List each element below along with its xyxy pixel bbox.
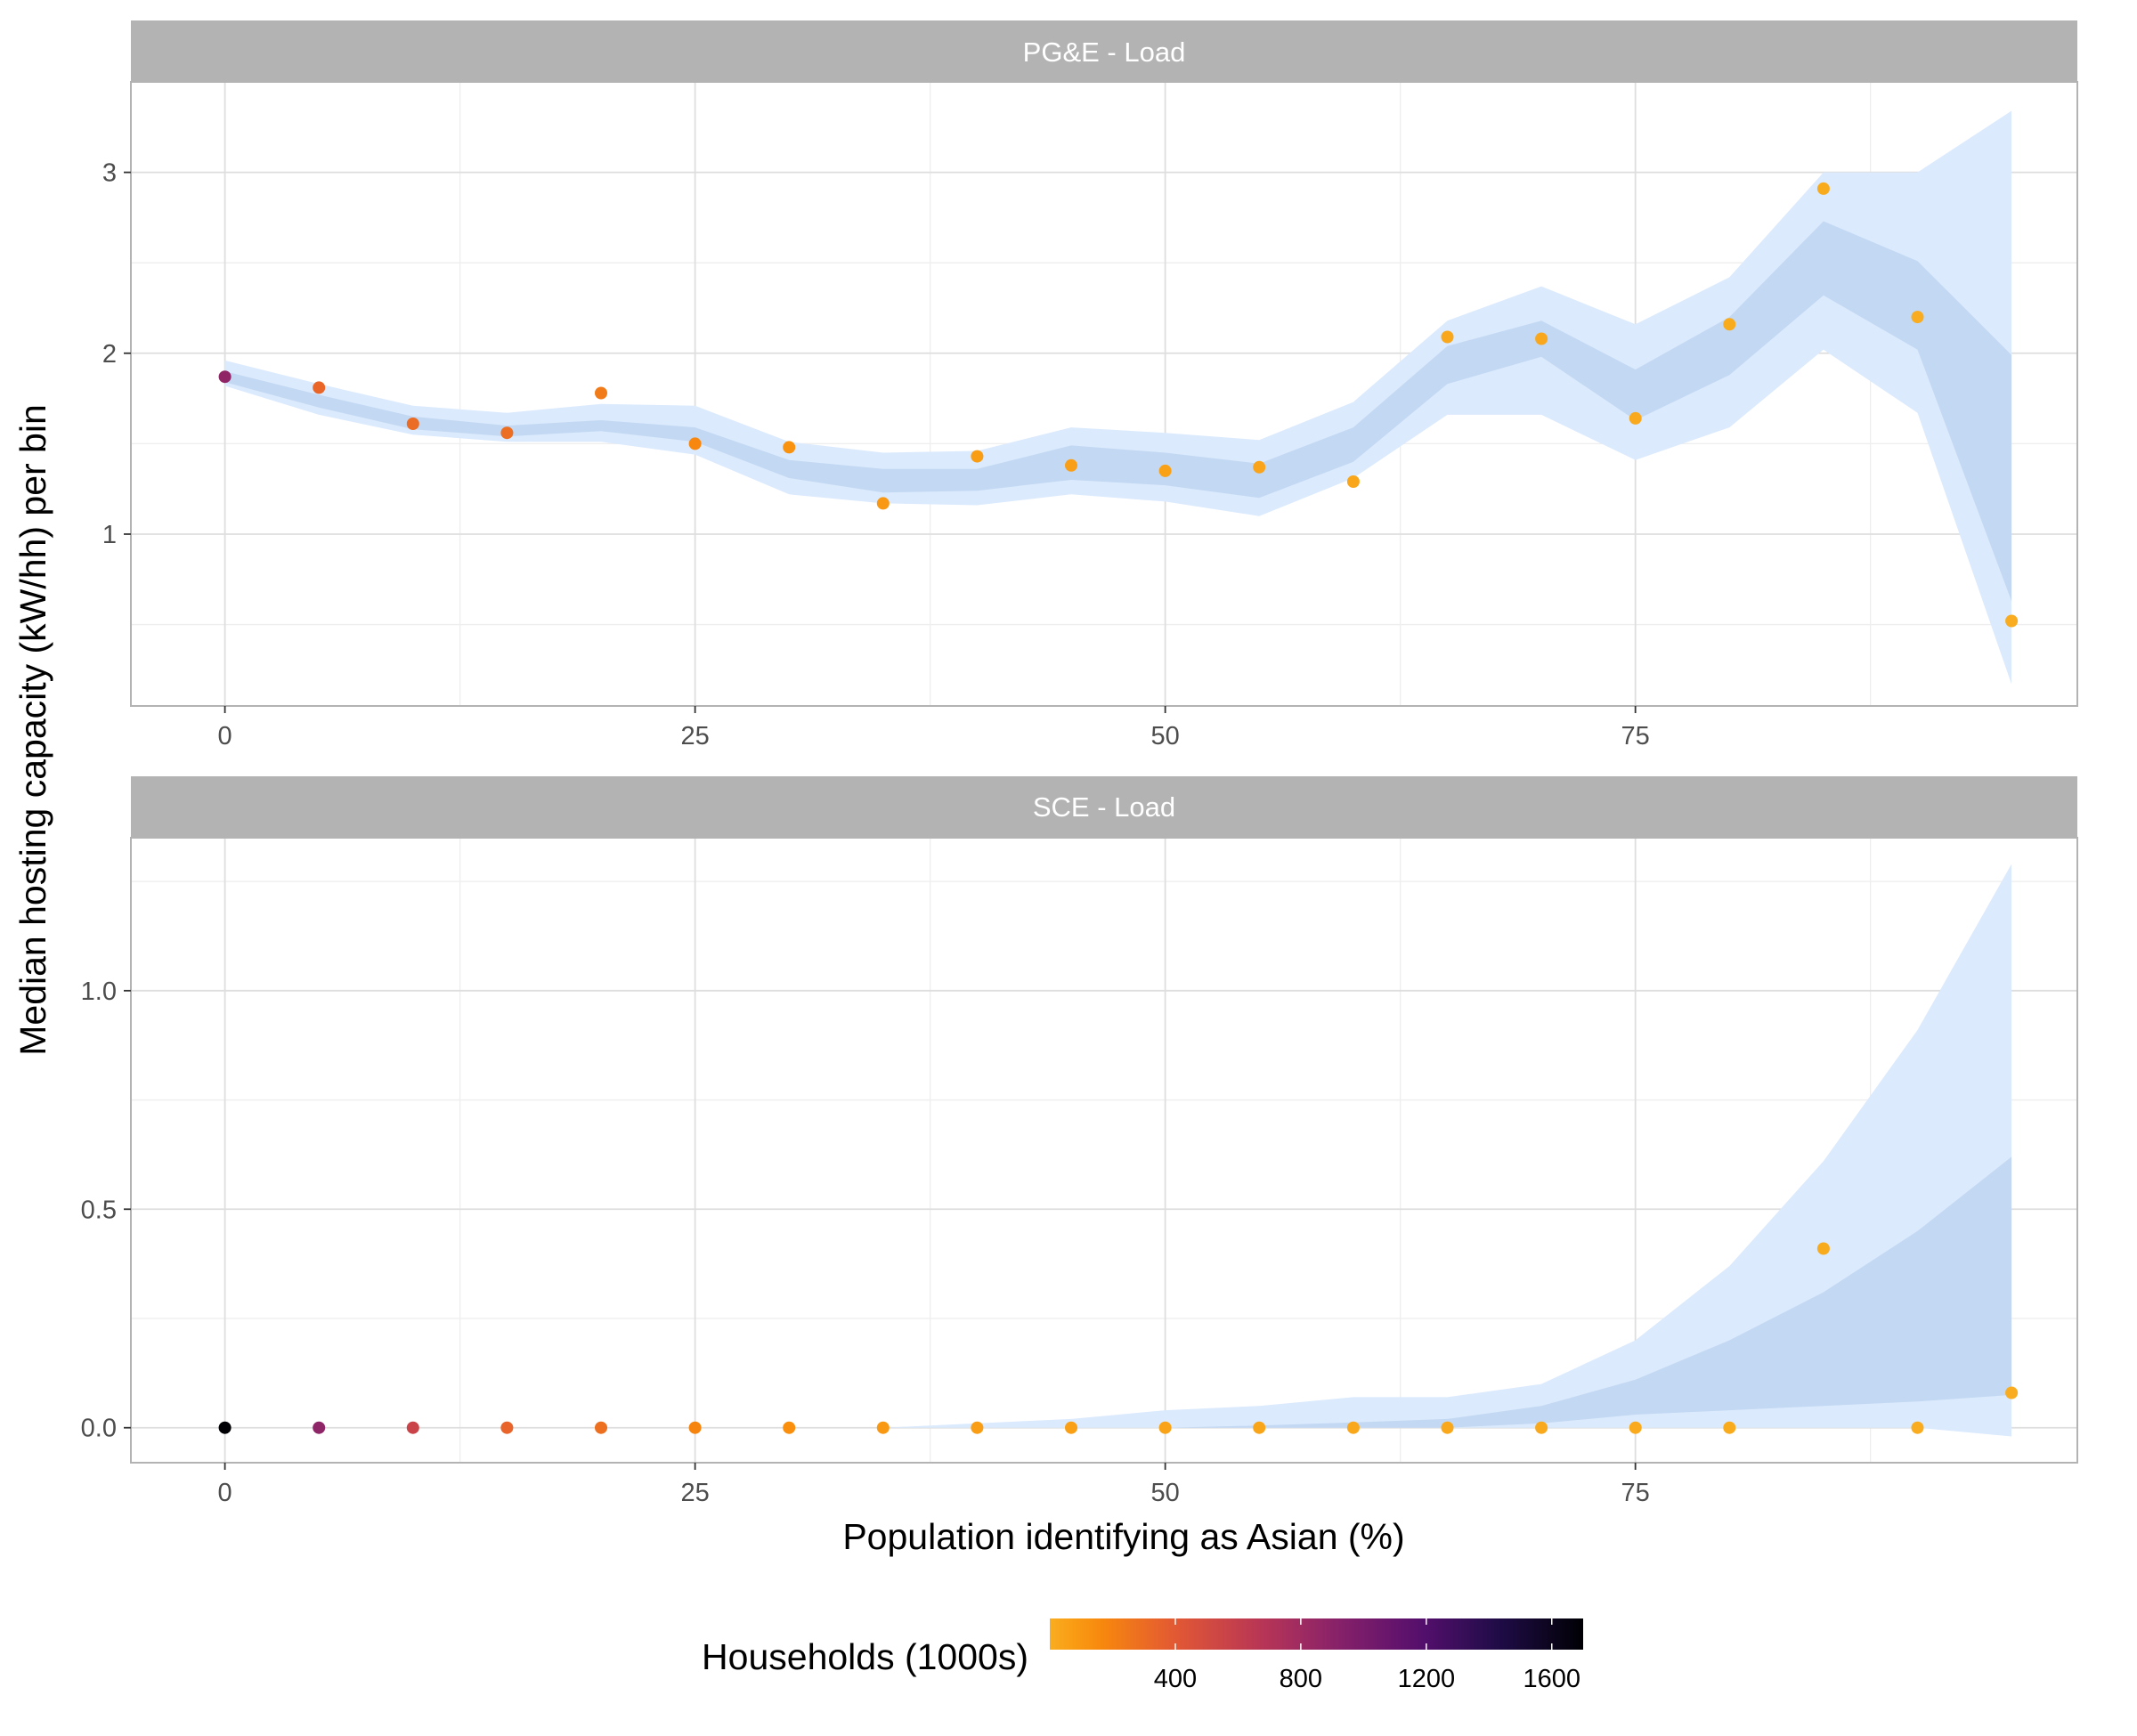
data-point [218,1421,232,1434]
data-point [1723,1421,1736,1434]
data-point [1065,458,1077,472]
legend-tick-label: 800 [1280,1665,1322,1693]
data-point [1816,1242,1830,1255]
x-tick-label: 50 [1151,1479,1180,1507]
data-point [876,497,890,510]
data-point [1723,318,1736,331]
data-point [313,1421,326,1434]
data-point [313,381,326,394]
panel-strip-title: SCE - Load [1033,791,1175,823]
legend-tick-label: 400 [1154,1665,1197,1693]
data-point [688,437,702,450]
data-point [1253,460,1266,474]
data-point [500,426,514,440]
data-point [500,1421,514,1434]
data-point [688,1421,702,1434]
panel-pge-load: PG&E - Load 0 25 50 75 1 2 3 [102,20,2078,750]
legend-ticks: 400 800 1200 1600 [1154,1618,1580,1693]
confidence-band-inner [224,1156,2012,1428]
data-point [406,418,419,430]
y-axis-title: Median hosting capacity (kW/hh) per bin [12,404,53,1056]
x-tick-label: 75 [1621,1479,1650,1507]
panel-sce-load: SCE - Load 0 25 50 75 0.0 0.5 1.0 [81,776,2078,1507]
panel-border [130,81,2078,707]
y-tick-label: 0.0 [81,1415,117,1443]
data-point [1629,1421,1642,1434]
data-point [971,1421,984,1434]
x-tick-label: 50 [1151,722,1180,750]
data-point [1253,1421,1266,1434]
x-axis-title: Population identifying as Asian (%) [842,1516,1404,1557]
y-tick-label: 1.0 [81,978,117,1006]
data-point [218,370,232,384]
x-tick-label: 25 [680,1479,709,1507]
y-tick-label: 0.5 [81,1196,117,1224]
legend-tick-label: 1600 [1524,1665,1581,1693]
data-point [1158,464,1172,477]
data-point [1629,411,1642,425]
data-point [1441,1421,1454,1434]
panel-plot-area: 0 25 50 75 0.0 0.5 1.0 [81,837,2078,1507]
panel-border [130,837,2078,1464]
data-point [1346,475,1360,488]
confidence-band-inner [224,221,2012,602]
data-point [1158,1421,1172,1434]
data-point [1065,1421,1077,1434]
data-point [2005,614,2019,628]
panel-background [131,82,2077,706]
x-tick-label: 75 [1621,722,1650,750]
data-point [406,1421,419,1434]
data-point [971,450,984,463]
data-point [1816,182,1830,195]
x-tick-label: 0 [218,1479,232,1507]
data-point [1911,311,1924,324]
data-point [1441,330,1454,344]
color-legend: Households (1000s) 400 800 1200 1600 [702,1618,1583,1693]
legend-title: Households (1000s) [702,1636,1028,1677]
y-tick-label: 2 [102,340,117,369]
x-tick-label: 0 [218,722,232,750]
data-point [1535,1421,1548,1434]
panel-strip-title: PG&E - Load [1023,37,1186,68]
data-point [783,1421,796,1434]
y-tick-label: 3 [102,159,117,188]
data-point [595,386,607,400]
data-point [876,1421,890,1434]
data-point [1911,1421,1924,1434]
x-tick-label: 25 [680,722,709,750]
y-tick-label: 1 [102,521,117,549]
panel-strip [131,20,2077,82]
data-point [1535,332,1548,345]
data-point [595,1421,607,1434]
legend-colorbar [1050,1618,1583,1650]
legend-tick-label: 1200 [1398,1665,1456,1693]
data-point [1346,1421,1360,1434]
panel-plot-area: 0 25 50 75 1 2 3 [102,81,2078,750]
data-point [783,441,796,454]
data-point [2005,1386,2019,1399]
panel-strip [131,776,2077,838]
